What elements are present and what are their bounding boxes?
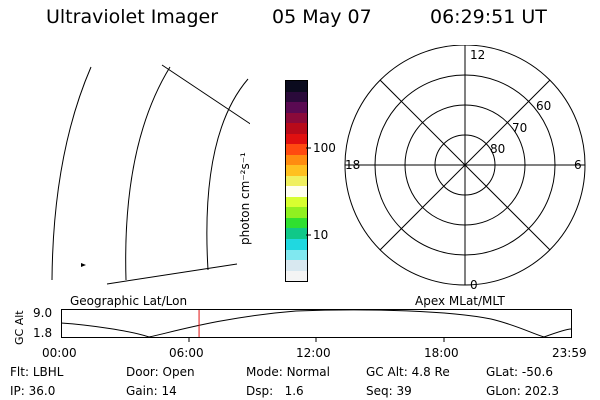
colorbar-segment — [286, 154, 307, 166]
mlt-label-12: 12 — [470, 48, 485, 62]
timeline-xtick-0000: 00:00 — [42, 346, 77, 360]
timeline-ytick-1: 1.8 — [33, 326, 53, 340]
mlt-diagonal-2 — [379, 79, 551, 251]
timeline-ytick-9: 9.0 — [33, 306, 53, 320]
colorbar-segment — [286, 196, 307, 208]
colorbar-segment — [286, 249, 307, 261]
timeline-xtick-0600: 06:00 — [169, 346, 204, 360]
mlt-label-18: 18 — [345, 158, 360, 172]
colorbar-unit-label: photon cm⁻²s⁻¹ — [238, 152, 252, 245]
status-mode: Mode: Normal — [246, 365, 330, 379]
colorbar-segment — [286, 260, 307, 271]
parallel-line-2 — [106, 263, 238, 285]
status-filter: Flt: LBHL — [10, 365, 64, 379]
status-seq: Seq: 39 — [366, 384, 412, 398]
colorbar-segment — [286, 175, 307, 187]
colorbar — [285, 80, 308, 282]
colorbar-segment — [286, 133, 307, 145]
colorbar-tick-10: 10 — [313, 228, 329, 242]
timeline-xtick-1200: 12:00 — [296, 346, 331, 360]
lat-label-80: 80 — [490, 142, 505, 156]
colorbar-segment — [286, 144, 307, 155]
colorbar-segment — [286, 238, 307, 250]
colorbar-segment — [286, 270, 307, 282]
lat-label-70: 70 — [512, 121, 527, 135]
status-glat: GLat: -50.6 — [486, 365, 553, 379]
colorbar-segment — [286, 91, 307, 103]
parallel-line-1 — [161, 64, 250, 125]
gc-alt-timeline — [61, 309, 572, 342]
date-label: 05 May 07 — [272, 6, 372, 28]
geographic-map — [51, 64, 250, 285]
marker-icon — [81, 263, 86, 267]
colorbar-segment — [286, 186, 307, 197]
timeline-ylabel: GC Alt — [13, 310, 26, 345]
timeline-xtick-2359: 23:59 — [552, 346, 587, 360]
meridian-line-2 — [125, 66, 171, 281]
colorbar-segment — [286, 102, 307, 113]
status-door: Door: Open — [126, 365, 195, 379]
meridian-line-1 — [51, 66, 92, 281]
time-label: 06:29:51 UT — [430, 6, 547, 28]
geographic-label: Geographic Lat/Lon — [70, 294, 188, 308]
timeline-frame — [61, 309, 572, 338]
colorbar-segment — [286, 207, 307, 218]
apex-label: Apex MLat/MLT — [415, 294, 505, 308]
colorbar-tick-100: 100 — [313, 141, 336, 155]
colorbar-tick-marks — [306, 147, 311, 236]
status-dsp: Dsp: 1.6 — [246, 384, 304, 398]
colorbar-segment — [286, 228, 307, 239]
gc-alt-curve — [61, 309, 572, 338]
lat-label-60: 60 — [536, 99, 551, 113]
colorbar-segment — [286, 112, 307, 124]
meridian-line-3 — [206, 78, 249, 271]
colorbar-segment — [286, 165, 307, 176]
timeline-xtick-1800: 18:00 — [424, 346, 459, 360]
mlt-label-6: 6 — [574, 158, 582, 172]
mlt-label-0: 0 — [470, 278, 478, 292]
status-glon: GLon: 202.3 — [486, 384, 559, 398]
colorbar-segment — [286, 217, 307, 229]
instrument-title: Ultraviolet Imager — [46, 6, 219, 28]
status-gc-alt: GC Alt: 4.8 Re — [366, 365, 450, 379]
status-gain: Gain: 14 — [126, 384, 177, 398]
apex-polar-plot: 12 6 0 18 60 70 80 — [344, 45, 586, 292]
colorbar-segment — [286, 81, 307, 92]
colorbar-segment — [286, 123, 307, 134]
status-ip: IP: 36.0 — [10, 384, 56, 398]
